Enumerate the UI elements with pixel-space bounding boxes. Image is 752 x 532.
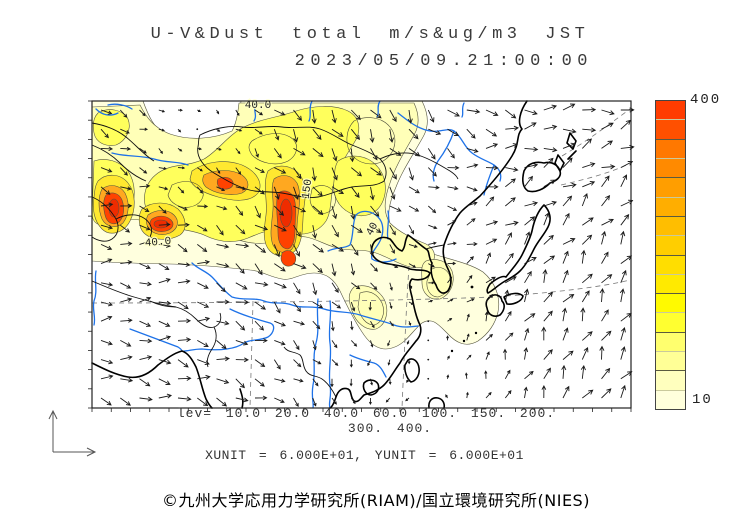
dust-core-2 (279, 198, 293, 228)
colorbar-segment-5 (656, 197, 685, 217)
colorbar-segment-1 (656, 120, 685, 140)
river-top3 (376, 100, 381, 118)
border-vn-la (283, 346, 337, 398)
island-luzon (428, 397, 446, 409)
axis-direction-arrows (48, 409, 97, 457)
border-nk (425, 244, 445, 250)
lake-balkhash (107, 103, 133, 110)
river-yellow (327, 210, 397, 263)
colorbar-segment-11 (656, 313, 685, 333)
border-nepal (149, 300, 177, 308)
colorbar (655, 100, 686, 410)
border-pamir2 (115, 214, 153, 238)
colorbar-segment-7 (656, 236, 685, 256)
plot-title: U-V&Dust total m/s&ug/m3 JST (150, 25, 590, 44)
coast-india-myanmar (91, 350, 213, 409)
contour-label: 150 (301, 178, 316, 199)
island-taiwan (404, 358, 420, 383)
river-salween (311, 298, 319, 409)
river-indus (92, 270, 97, 326)
colorbar-segment-4 (656, 178, 685, 198)
coastlines (91, 100, 577, 409)
island-sakhalin1 (566, 132, 577, 150)
colorbar-segment-6 (656, 216, 685, 237)
dust-level-red-4 (280, 250, 297, 267)
plot-timestamp: 2023/05/09.21:00:00 (294, 52, 593, 71)
island-kyushu (485, 294, 505, 317)
island-hokkaido (522, 161, 562, 193)
river-liao (386, 210, 390, 240)
border-nw1 (91, 122, 155, 162)
colorbar-segment-13 (656, 352, 685, 372)
border-mongolia (197, 125, 387, 198)
border-in-mm (206, 326, 217, 368)
contour-levels-line1: lev= 10.0 20.0 40.0 60.0 100. 150. 200. (176, 406, 556, 421)
contour-levels-line2: 300. 400. (347, 421, 433, 436)
wind-vector-arrows (100, 103, 635, 408)
dust-core-1 (108, 198, 120, 218)
island-honshu (486, 204, 551, 294)
dust-core-3 (153, 219, 169, 229)
island-shikoku (503, 292, 524, 305)
colorbar-segment-9 (656, 274, 685, 295)
dust-level-yellow-nw (92, 109, 130, 146)
river-top1 (253, 100, 257, 122)
river-mekong (328, 300, 332, 409)
contour-lines (167, 117, 451, 326)
colorbar-min-label: 10 (692, 392, 713, 408)
river-tarim (111, 152, 189, 166)
colorbar-segment-10 (656, 294, 685, 314)
river-amur (397, 112, 502, 182)
contour-label: 40.0 (144, 236, 171, 250)
colorbar-segment-2 (656, 139, 685, 159)
frame-ticks (88, 100, 632, 412)
border-ru-cn (379, 152, 459, 180)
colorbar-segment-8 (656, 255, 685, 275)
small-islands (450, 285, 478, 353)
coast-gulf-thailand (239, 388, 244, 409)
colorbar-max-label: 400 (690, 92, 722, 108)
river-top4 (461, 102, 465, 118)
island-hainan (362, 379, 380, 396)
river-yangtze (191, 262, 419, 328)
river-top2 (308, 100, 313, 122)
colorbar-segment-14 (656, 371, 685, 391)
border-himalaya (91, 280, 222, 328)
copyright-credit: ©九州大学応用力学研究所(RIAM)/国立環境研究所(NIES) (162, 491, 590, 510)
colorbar-segment-12 (656, 332, 685, 353)
map-frame (91, 100, 632, 409)
colorbar-segment-3 (656, 158, 685, 179)
colorbar-segment-15 (656, 390, 685, 409)
dust-level-red-5 (216, 177, 234, 190)
river-ganges (129, 328, 183, 352)
contour-label: 40.0 (245, 100, 271, 112)
colorbar-segment-0 (656, 101, 685, 121)
river-nw1 (95, 108, 119, 116)
island-kuril (567, 150, 577, 160)
rivers (92, 100, 502, 409)
axis-units-line: XUNIT = 6.000E+01, YUNIT = 6.000E+01 (205, 448, 524, 463)
island-sakhalin2 (554, 154, 565, 172)
river-brahmaputra (183, 308, 275, 352)
dust-fill-layers (91, 100, 500, 350)
border-nw2 (91, 144, 147, 182)
river-pearl (349, 354, 387, 378)
